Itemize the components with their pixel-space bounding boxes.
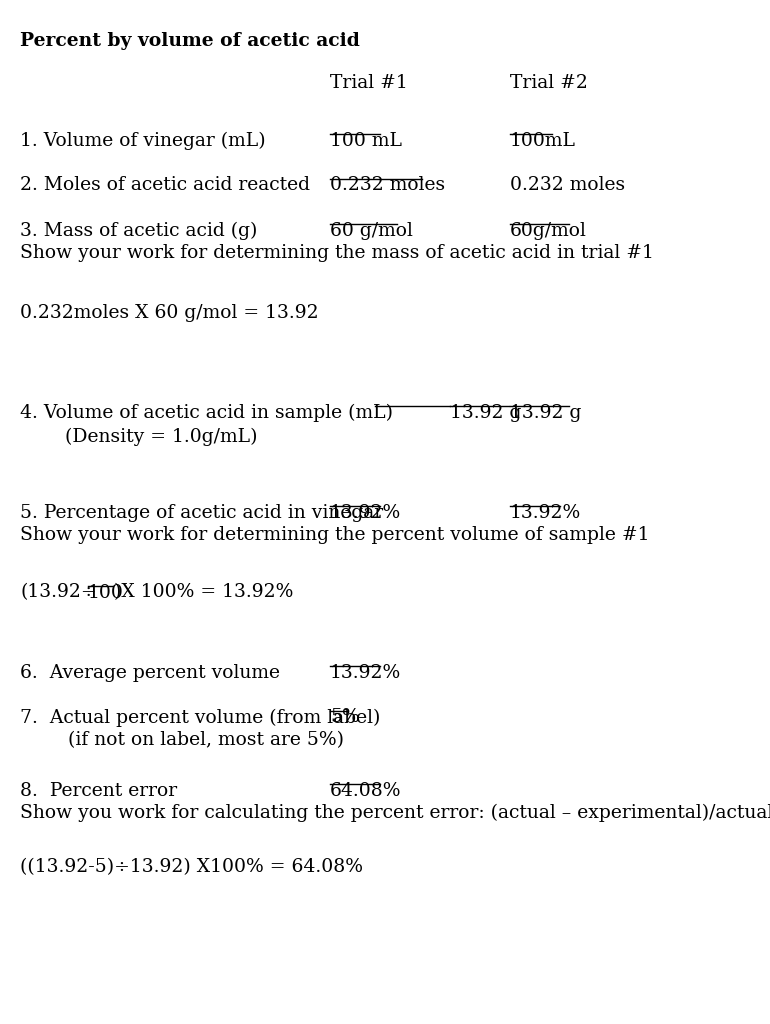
Text: 5%: 5%	[330, 709, 360, 726]
Text: 7.  Actual percent volume (from label): 7. Actual percent volume (from label)	[20, 709, 380, 727]
Text: 3. Mass of acetic acid (g): 3. Mass of acetic acid (g)	[20, 221, 257, 240]
Text: 100mL: 100mL	[510, 131, 576, 150]
Text: 60 g/mol: 60 g/mol	[330, 221, 413, 240]
Text: 1. Volume of vinegar (mL): 1. Volume of vinegar (mL)	[20, 131, 266, 150]
Text: 100 mL: 100 mL	[330, 131, 402, 150]
Text: (13.92÷: (13.92÷	[20, 584, 96, 601]
Text: Percent by volume of acetic acid: Percent by volume of acetic acid	[20, 32, 360, 49]
Text: )X 100% = 13.92%: )X 100% = 13.92%	[114, 584, 293, 601]
Text: (if not on label, most are 5%): (if not on label, most are 5%)	[20, 731, 344, 750]
Text: Show your work for determining the mass of acetic acid in trial #1: Show your work for determining the mass …	[20, 244, 654, 261]
Text: Trial #2: Trial #2	[510, 74, 588, 91]
Text: 13.92 g: 13.92 g	[510, 403, 581, 422]
Text: 13.92 g: 13.92 g	[450, 403, 521, 422]
Text: 0.232 moles: 0.232 moles	[510, 176, 625, 195]
Text: Show your work for determining the percent volume of sample #1: Show your work for determining the perce…	[20, 526, 650, 545]
Text: 13.92%: 13.92%	[510, 504, 581, 521]
Text: 13.92%: 13.92%	[330, 504, 401, 521]
Text: 5. Percentage of acetic acid in vinegar: 5. Percentage of acetic acid in vinegar	[20, 504, 383, 521]
Text: 4. Volume of acetic acid in sample (mL): 4. Volume of acetic acid in sample (mL)	[20, 403, 393, 422]
Text: ((13.92-5)÷13.92) X100% = 64.08%: ((13.92-5)÷13.92) X100% = 64.08%	[20, 858, 363, 877]
Text: 60g/mol: 60g/mol	[510, 221, 587, 240]
Text: 100: 100	[88, 584, 124, 601]
Text: 6.  Average percent volume: 6. Average percent volume	[20, 664, 280, 682]
Text: Trial #1: Trial #1	[330, 74, 408, 91]
Text: 64.08%: 64.08%	[330, 781, 401, 800]
Text: (Density = 1.0g/mL): (Density = 1.0g/mL)	[65, 427, 257, 445]
Text: 0.232moles X 60 g/mol = 13.92: 0.232moles X 60 g/mol = 13.92	[20, 303, 319, 322]
Text: 0.232 moles: 0.232 moles	[330, 176, 445, 195]
Text: 13.92%: 13.92%	[330, 664, 401, 682]
Text: Show you work for calculating the percent error: (actual – experimental)/actual : Show you work for calculating the percen…	[20, 804, 770, 821]
Text: 2. Moles of acetic acid reacted: 2. Moles of acetic acid reacted	[20, 176, 310, 195]
Text: 8.  Percent error: 8. Percent error	[20, 781, 177, 800]
